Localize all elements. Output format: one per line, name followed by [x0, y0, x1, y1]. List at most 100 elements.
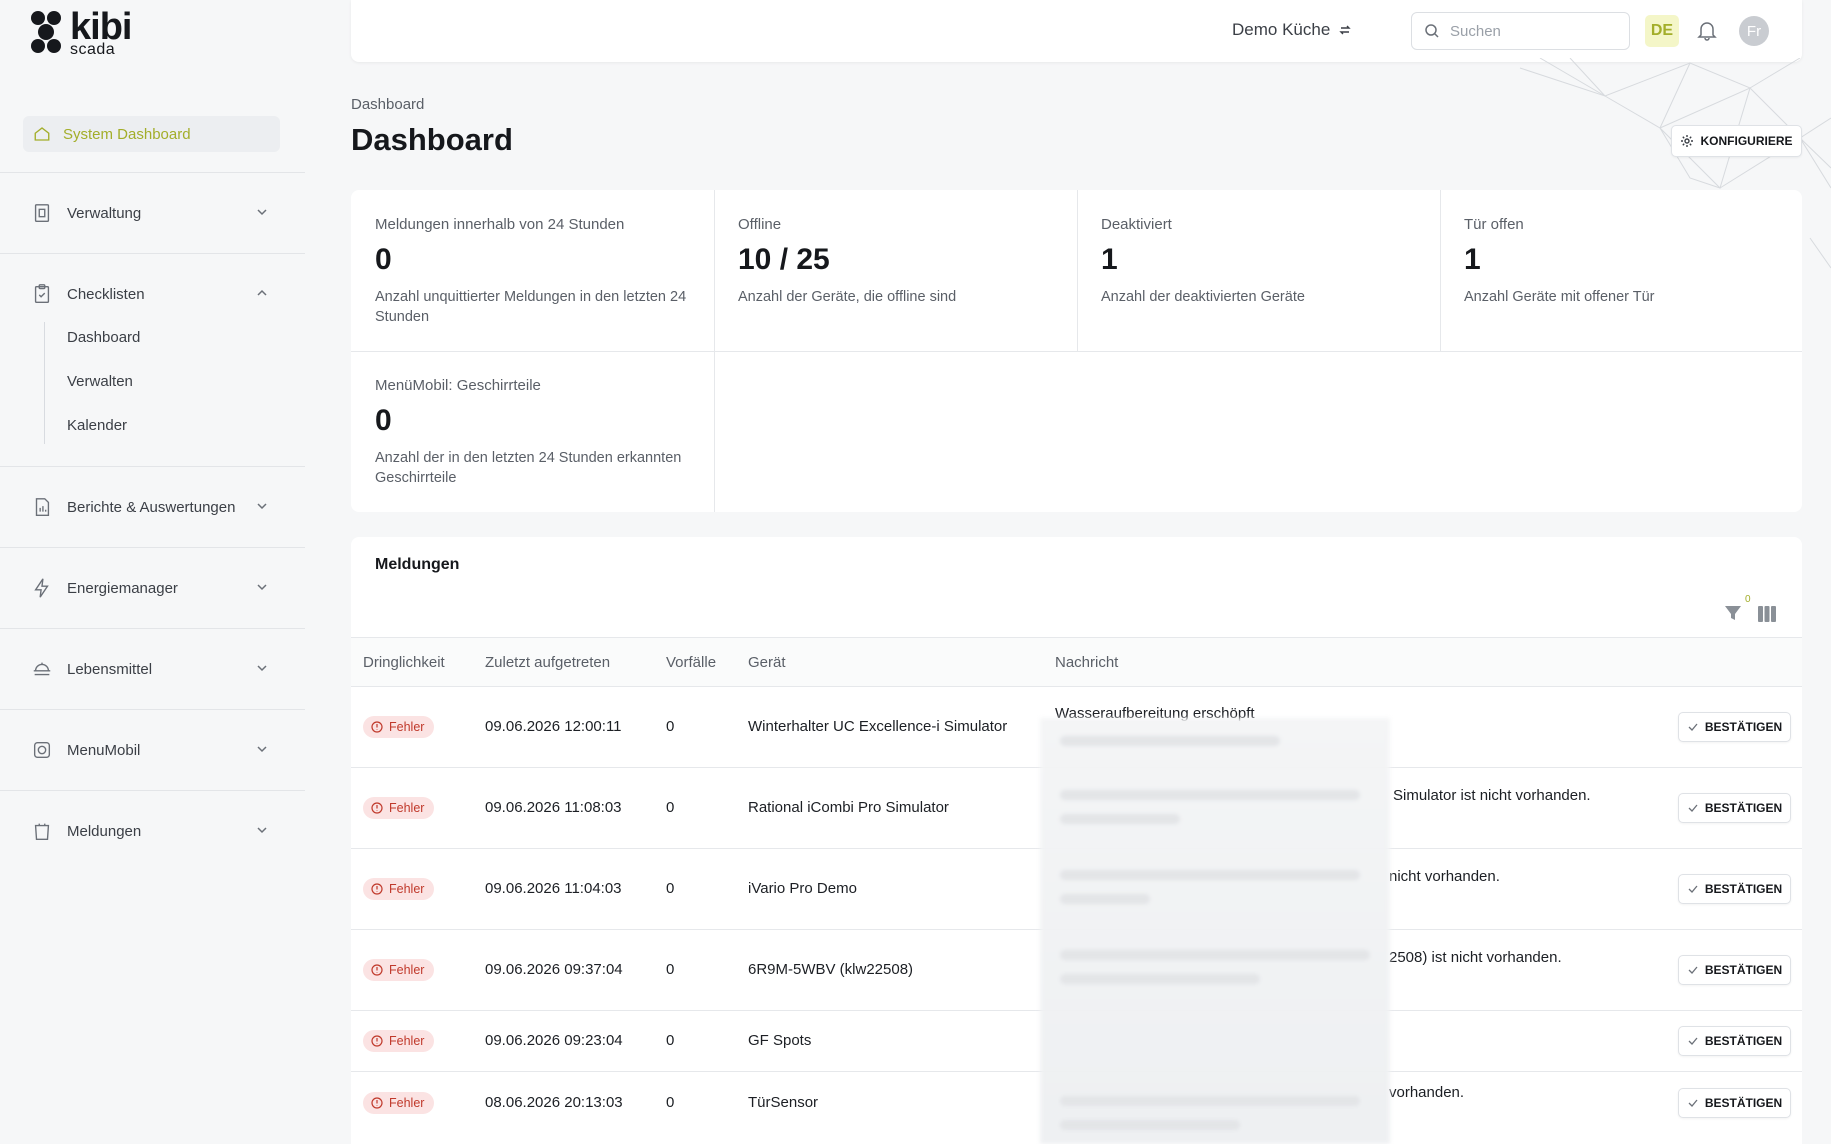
cell-message: Simulator ist nicht vorhanden.	[1393, 787, 1591, 804]
column-header-last-occurred[interactable]: Zuletzt aufgetreten	[485, 654, 611, 671]
sidebar-item-checklisten[interactable]: Checklisten	[30, 279, 280, 309]
acknowledge-button[interactable]: BESTÄTIGEN	[1678, 955, 1791, 985]
acknowledge-label: BESTÄTIGEN	[1704, 1034, 1783, 1048]
stat-card-dishes[interactable]: MenüMobil: Geschirrteile 0 Anzahl der in…	[351, 351, 714, 512]
sidebar-subitem-verwalten[interactable]: Verwalten	[67, 373, 133, 390]
severity-badge: Fehler	[363, 959, 435, 981]
table-row[interactable]: Fehler 08.06.2026 20:13:03 0 TürSensor v…	[351, 1072, 1802, 1144]
sidebar-item-label: Meldungen	[67, 822, 142, 840]
stat-value: 1	[1464, 243, 1481, 276]
divider	[0, 172, 305, 173]
cell-count: 0	[666, 718, 675, 735]
cell-message: 2508) ist nicht vorhanden.	[1389, 949, 1562, 966]
sidebar-item-meldungen[interactable]: Meldungen	[30, 816, 280, 846]
sidebar-subitem-kalender[interactable]: Kalender	[67, 417, 128, 434]
cell-time: 08.06.2026 20:13:03	[485, 1094, 623, 1111]
sidebar-item-energiemanager[interactable]: Energiemanager	[30, 573, 280, 603]
cell-count: 0	[666, 880, 675, 897]
cell-count: 0	[666, 799, 675, 816]
kibi-logo-icon	[31, 11, 61, 53]
sidebar-item-lebensmittel[interactable]: Lebensmittel	[30, 654, 280, 684]
stat-value: 1	[1101, 243, 1118, 276]
sidebar-subitem-dashboard[interactable]: Dashboard	[67, 329, 141, 346]
swap-icon	[1339, 25, 1351, 35]
stat-desc: Anzahl unquittierter Meldungen in den le…	[375, 289, 687, 326]
report-icon	[35, 498, 50, 516]
stat-value: 10 / 25	[738, 243, 830, 276]
cell-time: 09.06.2026 12:00:11	[485, 718, 622, 735]
acknowledge-button[interactable]: BESTÄTIGEN	[1678, 1088, 1791, 1118]
check-icon	[1688, 966, 1698, 974]
acknowledge-button[interactable]: BESTÄTIGEN	[1678, 1026, 1791, 1056]
columns-icon[interactable]	[1757, 605, 1777, 623]
severity-badge: Fehler	[363, 878, 435, 900]
chevron-down-icon	[257, 503, 267, 510]
column-header-device[interactable]: Gerät	[748, 654, 786, 671]
bell-icon[interactable]	[1696, 19, 1718, 41]
filter-icon[interactable]	[1723, 603, 1743, 623]
sidebar-item-label: Energiemanager	[67, 579, 178, 597]
submenu-line	[44, 322, 45, 444]
divider	[0, 709, 305, 710]
acknowledge-label: BESTÄTIGEN	[1704, 1096, 1783, 1110]
cell-device: TürSensor	[748, 1094, 819, 1111]
avatar[interactable]: Fr	[1739, 16, 1769, 46]
divider	[351, 351, 1802, 352]
cell-time: 09.06.2026 11:04:03	[485, 880, 622, 897]
acknowledge-button[interactable]: BESTÄTIGEN	[1678, 712, 1791, 742]
acknowledge-button[interactable]: BESTÄTIGEN	[1678, 874, 1791, 904]
decorative-network-graphic	[1519, 58, 1831, 269]
sidebar-item-system-dashboard[interactable]: System Dashboard	[23, 116, 280, 152]
tenant-name: Demo Küche	[1232, 20, 1331, 39]
cell-device: iVario Pro Demo	[748, 880, 857, 897]
stat-label: Deaktiviert	[1101, 216, 1172, 233]
acknowledge-label: BESTÄTIGEN	[1704, 963, 1783, 977]
sidebar-item-menumobil[interactable]: MenuMobil	[30, 735, 280, 765]
page-title: Dashboard	[351, 122, 513, 157]
checklist-icon	[34, 284, 50, 303]
camera-icon	[33, 741, 51, 759]
sidebar-item-label: Verwaltung	[67, 204, 142, 222]
search-input[interactable]	[1450, 22, 1610, 40]
language-selector[interactable]: DE	[1645, 15, 1679, 47]
sidebar-item-label: Berichte & Auswertungen	[67, 498, 236, 516]
stat-desc: Anzahl der deaktivierten Geräte	[1101, 289, 1305, 305]
cell-count: 0	[666, 1032, 675, 1049]
column-header-incidents[interactable]: Vorfälle	[666, 654, 717, 671]
sidebar-item-label: System Dashboard	[63, 125, 191, 143]
check-icon	[1688, 804, 1698, 812]
severity-label: Fehler	[389, 720, 425, 734]
stats-panel: Meldungen innerhalb von 24 Stunden 0 Anz…	[351, 190, 1802, 512]
divider	[0, 790, 305, 791]
severity-badge: Fehler	[363, 1030, 435, 1052]
severity-label: Fehler	[389, 963, 425, 977]
column-header-urgency[interactable]: Dringlichkeit	[363, 654, 445, 671]
column-header-message[interactable]: Nachricht	[1055, 654, 1119, 671]
stat-card-messages-24h[interactable]: Meldungen innerhalb von 24 Stunden 0 Anz…	[351, 190, 714, 351]
food-icon	[33, 662, 51, 676]
redaction-blur	[1040, 718, 1390, 1144]
acknowledge-label: BESTÄTIGEN	[1704, 882, 1783, 896]
sidebar-item-berichte[interactable]: Berichte & Auswertungen	[30, 492, 280, 522]
search-box[interactable]	[1411, 12, 1630, 50]
stat-card-door-open[interactable]: Tür offen 1 Anzahl Geräte mit offener Tü…	[1440, 190, 1803, 351]
stat-card-offline[interactable]: Offline 10 / 25 Anzahl der Geräte, die o…	[714, 190, 1077, 351]
chevron-down-icon	[257, 746, 267, 753]
sidebar-item-label: MenuMobil	[67, 741, 141, 759]
stat-card-deactivated[interactable]: Deaktiviert 1 Anzahl der deaktivierten G…	[1077, 190, 1440, 351]
cell-count: 0	[666, 1094, 675, 1111]
check-icon	[1688, 885, 1698, 893]
acknowledge-button[interactable]: BESTÄTIGEN	[1678, 793, 1791, 823]
acknowledge-label: BESTÄTIGEN	[1704, 801, 1783, 815]
logo[interactable]: kibi scada	[30, 8, 132, 58]
sidebar-item-verwaltung[interactable]: Verwaltung	[30, 198, 280, 228]
divider	[1440, 190, 1441, 351]
brand-sub: scada	[70, 41, 116, 58]
tenant-switcher[interactable]: Demo Küche	[1232, 20, 1352, 40]
breadcrumb[interactable]: Dashboard	[351, 96, 425, 113]
sidebar: kibi scada System Dashboard Verwaltung C…	[0, 0, 305, 1144]
severity-label: Fehler	[389, 801, 425, 815]
acknowledge-label: BESTÄTIGEN	[1704, 720, 1783, 734]
configure-button[interactable]: KONFIGURIERE	[1671, 125, 1802, 157]
alert-circle-icon	[371, 1035, 383, 1047]
